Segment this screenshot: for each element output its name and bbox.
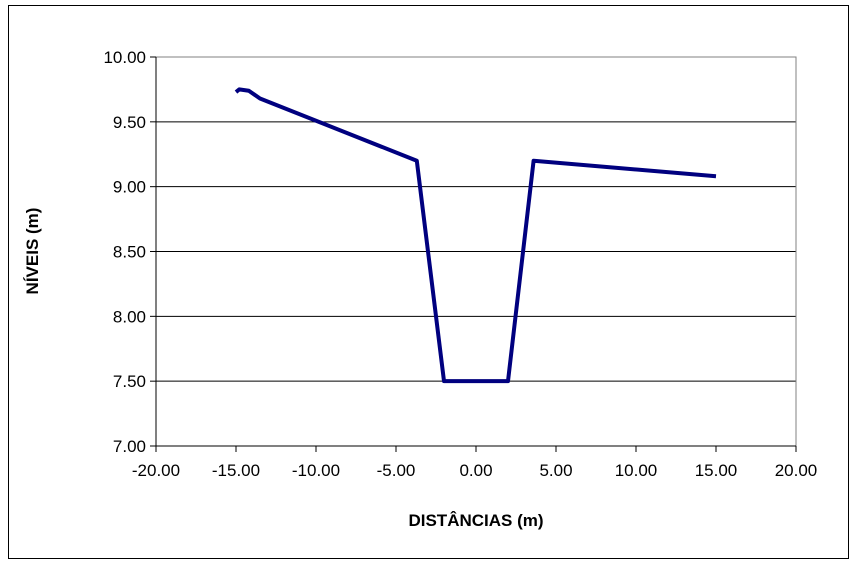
x-tick-label: -10.00 xyxy=(292,461,340,480)
chart-frame xyxy=(8,5,849,559)
x-tick-label: 0.00 xyxy=(459,461,492,480)
x-tick-label: -20.00 xyxy=(132,461,180,480)
y-tick-label: 7.50 xyxy=(113,372,146,391)
x-tick-label: -5.00 xyxy=(377,461,416,480)
x-tick-label: 20.00 xyxy=(775,461,818,480)
series-line xyxy=(234,87,717,384)
x-tick-label: 10.00 xyxy=(615,461,658,480)
y-tick-label: 9.50 xyxy=(113,113,146,132)
y-axis-title: NÍVEIS (m) xyxy=(23,208,42,295)
y-tick-label: 9.00 xyxy=(113,178,146,197)
y-tick-label: 8.00 xyxy=(113,307,146,326)
y-tick-label: 8.50 xyxy=(113,243,146,262)
x-tick-label: 5.00 xyxy=(539,461,572,480)
x-tick-label: -15.00 xyxy=(212,461,260,480)
axis-ticks: 7.00 7.50 8.00 8.50 9.00 9.50 10.00 -20.00 -15.0… xyxy=(103,48,817,480)
x-axis-title: DISTÂNCIAS (m) xyxy=(408,511,543,530)
x-tick-label: 15.00 xyxy=(695,461,738,480)
y-tick-label: 10.00 xyxy=(103,48,146,67)
y-tick-label: 7.00 xyxy=(113,437,146,456)
gridlines xyxy=(156,121,796,382)
series-group xyxy=(234,87,717,384)
